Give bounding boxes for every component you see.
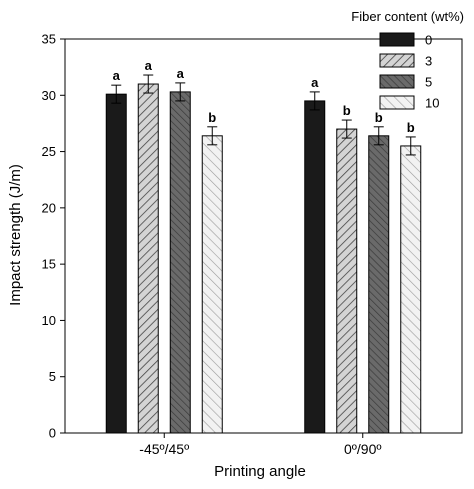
y-tick-label: 20 bbox=[42, 200, 56, 215]
bar bbox=[368, 135, 390, 434]
legend-title: Fiber content (wt%) bbox=[351, 9, 464, 24]
legend-swatch bbox=[379, 32, 415, 47]
legend-swatch bbox=[379, 53, 415, 68]
bar bbox=[105, 93, 127, 434]
y-tick-label: 35 bbox=[42, 32, 56, 47]
bar bbox=[137, 83, 159, 434]
bars: a a a b a b b b bbox=[105, 58, 422, 434]
legend-label: 10 bbox=[425, 96, 439, 111]
significance-label: b bbox=[375, 110, 383, 125]
significance-label: a bbox=[177, 66, 185, 81]
bar bbox=[169, 91, 191, 434]
significance-label: b bbox=[407, 120, 415, 135]
y-tick-label: 15 bbox=[42, 257, 56, 272]
legend: 0 3 5 10 bbox=[379, 32, 439, 111]
x-tick-label: -45º/45º bbox=[139, 441, 189, 457]
bar bbox=[304, 100, 326, 434]
y-tick-label: 0 bbox=[49, 426, 56, 441]
legend-swatch bbox=[379, 95, 415, 110]
legend-label: 0 bbox=[425, 33, 432, 48]
x-axis-title: Printing angle bbox=[214, 463, 306, 480]
bar bbox=[400, 145, 422, 434]
y-tick-label: 5 bbox=[49, 369, 56, 384]
y-tick-label: 30 bbox=[42, 88, 56, 103]
y-axis-title: Impact strength (J/m) bbox=[7, 164, 24, 306]
bar bbox=[201, 135, 223, 434]
significance-label: b bbox=[343, 103, 351, 118]
y-tick-label: 25 bbox=[42, 144, 56, 159]
plot-frame bbox=[64, 38, 463, 434]
legend-label: 3 bbox=[425, 54, 432, 69]
significance-label: a bbox=[311, 75, 319, 90]
bar bbox=[336, 128, 358, 434]
legend-swatch bbox=[379, 74, 415, 89]
legend-label: 5 bbox=[425, 75, 432, 90]
x-tick-label: 0º/90º bbox=[344, 441, 381, 457]
significance-label: a bbox=[145, 58, 153, 73]
significance-label: a bbox=[113, 68, 121, 83]
significance-label: b bbox=[208, 110, 216, 125]
y-tick-label: 10 bbox=[42, 313, 56, 328]
